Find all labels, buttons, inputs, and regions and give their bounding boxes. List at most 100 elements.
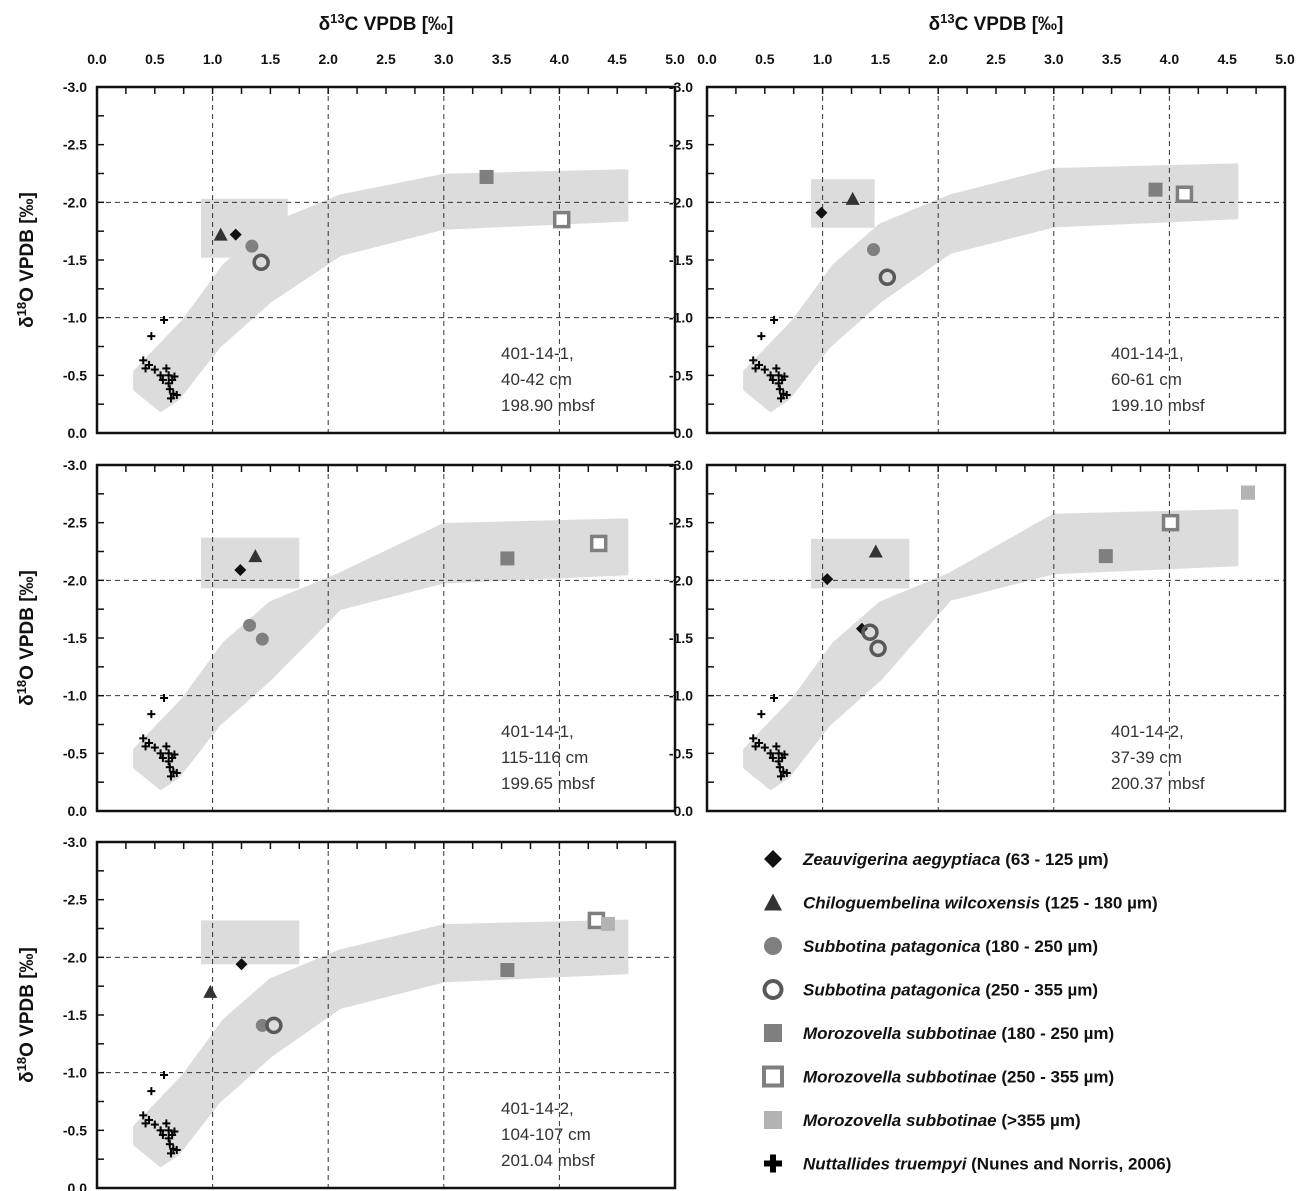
legend-label: Morozovella subbotinae (250 - 355 µm) (803, 1068, 1114, 1087)
subf-point (243, 618, 257, 632)
panel-label-line: 104-107 cm (501, 1125, 591, 1144)
nuttallides-point (780, 372, 789, 381)
nuttallides-point (164, 749, 173, 758)
nuttallides-point (170, 750, 179, 759)
y-tick-label: 0.0 (674, 425, 694, 441)
mor1-point (500, 551, 515, 566)
subf-point (866, 243, 880, 257)
legend-label: Morozovella subbotinae (>355 µm) (803, 1111, 1081, 1130)
nuttallides-point (772, 364, 781, 373)
x-tick-label: 2.0 (928, 51, 948, 67)
x-tick-label: 3.0 (434, 51, 454, 67)
nuttallides-point (749, 356, 758, 365)
nuttallides-point (158, 753, 167, 762)
legend-label: Nuttallides truempyi (Nunes and Norris, … (803, 1155, 1171, 1174)
panel-frame (705, 463, 1287, 813)
panel-frame (95, 463, 677, 813)
legend-item-subo: Subbotina patagonica (250 - 355 µm) (762, 979, 1098, 1000)
y-tick-label: -3.0 (669, 457, 693, 473)
nuttallides-point (150, 365, 159, 374)
panel-label-line: 40-42 cm (501, 370, 572, 389)
nuttallides-point (751, 742, 760, 751)
x-tick-label: 2.5 (376, 51, 396, 67)
chil-point (213, 227, 228, 241)
nuttallides-point (160, 1070, 169, 1079)
x-tick-label: 5.0 (665, 51, 685, 67)
y-tick-label: -1.0 (669, 310, 693, 326)
panel-label-line: 401-14-1, (501, 344, 574, 363)
nuttallides-point (150, 743, 159, 752)
nuttallides-point (774, 371, 783, 380)
mor1-point (479, 169, 494, 184)
nuttallides-point (760, 743, 769, 752)
mor3-point (600, 916, 615, 931)
panel-label-line: 199.10 mbsf (1111, 396, 1205, 415)
panel-label: 401-14-1, 40-42 cm 198.90 mbsf (501, 344, 595, 415)
trend-band-horizontal (811, 179, 875, 228)
x-tick-label: 0.5 (755, 51, 775, 67)
nuttallides-point (158, 1130, 167, 1139)
mor3-point (1241, 485, 1256, 500)
nuttallides-point (172, 1145, 181, 1154)
nuttallides-point (165, 763, 174, 772)
y-tick-label: -2.5 (63, 137, 87, 153)
y-tick-label: -1.5 (669, 252, 693, 268)
nuttallides-point (156, 1126, 165, 1135)
chil-point (203, 984, 218, 998)
legend-label: Subbotina patagonica (180 - 250 µm) (803, 937, 1098, 956)
nuttallides-point (774, 379, 783, 388)
subf-point (255, 632, 269, 646)
panel-frame (705, 85, 1287, 435)
x-tick-label: 3.5 (1102, 51, 1122, 67)
legend-marker (764, 893, 782, 911)
y-tick-label: -2.0 (63, 949, 87, 965)
x-tick-label: 0.0 (87, 51, 107, 67)
mor1-point (1148, 182, 1163, 197)
subf-point (255, 1018, 269, 1032)
nuttallides-point (768, 375, 777, 384)
subo-point (265, 1016, 283, 1035)
y-tick-label: -1.0 (63, 688, 87, 704)
trend-band-curve (743, 509, 1239, 790)
nuttallides-point (760, 365, 769, 374)
x-tick-label: 0.0 (697, 51, 717, 67)
nuttallides-point (162, 1119, 171, 1128)
nuttallides-point (782, 390, 791, 399)
y-tick-label: 0.0 (68, 803, 88, 819)
panel-label-line: 198.90 mbsf (501, 396, 595, 415)
y-axis-title: δ18O VPDB [‰] (14, 192, 39, 328)
y-tick-label: -1.0 (669, 688, 693, 704)
panel-plot-area (97, 87, 675, 433)
y-tick-label: -2.5 (669, 137, 693, 153)
panel-plot-area (707, 465, 1285, 811)
nuttallides-point (147, 1087, 156, 1096)
y-tick-label: 0.0 (68, 425, 88, 441)
nuttallides-point (147, 332, 156, 341)
nuttallides-point (156, 749, 165, 758)
nuttallides-point (166, 394, 175, 403)
nuttallides-point (164, 1134, 173, 1143)
mor2-point (589, 534, 608, 553)
legend-marker (764, 937, 782, 955)
legend: Zeauvigerina aegyptiaca (63 - 125 µm) Chi… (762, 850, 1171, 1174)
nuttallides-point (165, 385, 174, 394)
nuttallides-point (164, 371, 173, 380)
nuttallides-point (166, 772, 175, 781)
zeau-point (229, 228, 242, 241)
nuttallides-point (768, 753, 777, 762)
x-tick-label: 4.0 (1160, 51, 1180, 67)
nuttallides-point (165, 1140, 174, 1149)
y-tick-label: -1.0 (63, 1065, 87, 1081)
nuttallides-point (757, 710, 766, 719)
panel-label: 401-14-2, 104-107 cm 201.04 mbsf (501, 1099, 595, 1170)
nuttallides-point (160, 315, 169, 324)
panel-1: -3.0 -2.5 -2.0 -1.5 -1.0 -0.5 0.0 δ18O VPDB [‰]… (14, 79, 677, 441)
panel-label-line: 401-14-2, (1111, 722, 1184, 741)
nuttallides-point (164, 379, 173, 388)
y-tick-label: -3.0 (63, 834, 87, 850)
nuttallides-point (170, 372, 179, 381)
nuttallides-point (766, 749, 775, 758)
y-tick-label: -2.5 (669, 515, 693, 531)
panel-label: 401-14-1, 115-116 cm 199.65 mbsf (501, 722, 595, 793)
